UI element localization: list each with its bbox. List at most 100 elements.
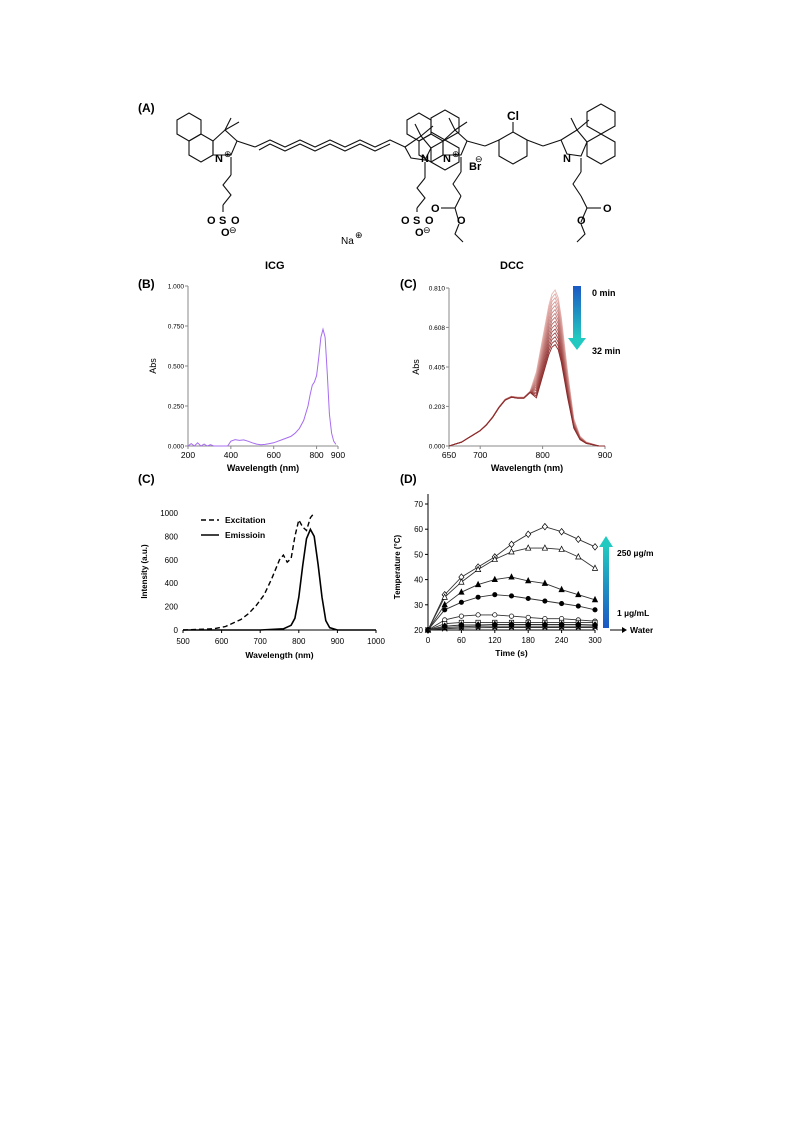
y-tick-label: 200 [165,603,179,612]
x-tick-label: 900 [598,450,612,460]
y-tick-label: 0.250 [168,404,185,411]
data-marker [591,564,599,571]
data-marker [575,590,582,598]
chemical-structures: N ⊕ N S O O O ⊖ S O O O ⊖ Na ⊕ [176,103,616,247]
data-marker [558,624,565,631]
x-tick-label: 60 [457,636,466,645]
data-marker [525,614,531,620]
dcc-br-charge: ⊖ [475,154,483,164]
y-tick-label: 0.203 [429,404,446,411]
data-marker [508,593,515,599]
dcc-o1: O [431,203,440,215]
data-marker [458,578,465,585]
x-tick-label: 300 [588,636,602,645]
y-tick-label: 800 [165,532,179,541]
data-marker [592,623,598,629]
dcc-o2: O [457,215,466,227]
excitation-line [182,512,315,631]
x-axis-label: Wavelength (nm) [245,650,313,660]
x-tick-label: 600 [267,450,281,460]
data-marker [525,576,532,584]
x-tick-label: 800 [292,637,306,646]
data-marker [508,540,515,549]
icg-n1-charge: ⊕ [224,149,232,159]
dcc-abs-line [448,340,605,447]
icg-absorbance-chart: 0.000 0.250 0.500 0.750 1.000 200 400 600 800 900… [148,284,345,474]
icg-structure [176,109,460,212]
y-tick-label: 40 [414,576,423,585]
y-tick-label: 50 [414,550,423,559]
icg-o3: O [221,227,230,239]
x-tick-label: 800 [309,450,323,460]
icg-o6: O [415,227,424,239]
time-start-label: 0 min [592,288,616,298]
data-marker [492,623,498,629]
conc-high-label: 250 µg/mL [617,548,653,558]
legend-excitation-label: Excitation [225,515,266,525]
water-label: Water [630,625,653,635]
y-axis-label: Temperature (°C) [393,534,402,599]
data-marker [542,624,548,631]
y-tick-label: 0.810 [429,286,446,293]
data-marker [458,625,465,631]
data-marker [559,600,565,607]
dcc-abs-line [448,316,605,447]
data-marker [508,547,515,555]
dcc-structure [406,103,616,243]
data-marker [475,624,481,631]
data-marker [541,544,549,551]
y-tick-label: 30 [414,601,423,610]
data-marker [474,580,482,588]
data-marker [525,530,532,538]
dcc-abs-line [448,343,605,447]
photothermal-chart: 20 30 40 50 60 70 0 60 120 180 240 300 Time (s) Tempe… [393,494,653,658]
icg-na-charge: ⊕ [355,230,363,240]
data-marker [491,575,498,583]
data-marker [475,612,481,618]
data-marker [508,624,515,631]
data-marker [458,599,464,605]
y-tick-label: 0.750 [168,324,185,331]
data-marker [592,624,598,631]
y-tick-label: 0.000 [429,444,446,451]
data-marker [525,623,531,629]
y-tick-label: 0.608 [429,325,446,332]
dcc-abs-line [448,293,605,447]
dcc-n1-charge: ⊕ [452,149,460,159]
data-marker [492,592,498,598]
data-marker [475,623,481,629]
icg-abs-line [187,327,337,447]
dcc-cl: Cl [507,109,519,123]
data-marker [575,553,582,560]
icg-n1: N [215,153,223,165]
x-tick-label: 200 [181,450,195,460]
icg-s1: S [219,215,226,227]
time-arrow-head [568,338,586,350]
excitation-emission-chart: 0 200 400 600 800 1000 500 600 700 800 900 1000 Wave… [140,509,385,660]
data-marker [558,527,565,536]
data-marker [575,603,581,609]
x-tick-label: 900 [331,450,345,460]
data-marker [474,565,482,572]
data-marker [458,624,464,630]
emission-line [183,527,376,631]
data-marker [441,625,448,632]
dcc-abs-line [448,296,605,447]
y-tick-label: 1.000 [168,284,185,291]
icg-o3-charge: ⊖ [229,225,237,235]
data-marker [575,535,582,544]
data-marker [592,607,598,613]
dcc-abs-line [448,289,605,447]
panel-label-c-right: (C) [400,277,417,291]
data-marker [525,595,531,602]
x-tick-label: 240 [555,636,569,645]
icg-na: Na [341,236,354,247]
x-axis-label: Wavelength (nm) [227,463,299,473]
data-marker [559,623,565,629]
x-tick-label: 500 [176,637,190,646]
data-marker [591,543,599,551]
panel-label-c-left: (C) [138,472,155,486]
icg-o6-charge: ⊖ [423,225,431,235]
data-marker [508,613,515,619]
icg-o1: O [207,215,216,227]
